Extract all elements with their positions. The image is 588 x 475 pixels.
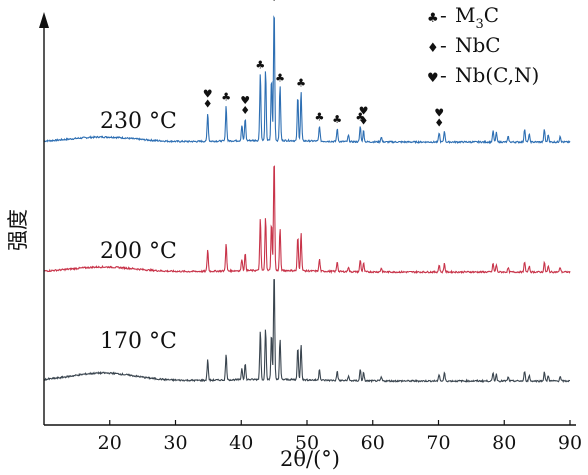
phase-marker: ♣ — [355, 110, 365, 123]
series-label: 230 °C — [100, 109, 177, 134]
y-axis-arrow — [39, 12, 49, 28]
legend-separator: - — [440, 63, 447, 87]
phase-marker: ♦ — [240, 104, 250, 117]
phase-marker: ♦ — [434, 117, 444, 130]
legend-label: NbC — [455, 33, 501, 57]
axes — [39, 12, 576, 426]
phase-marker: ♣ — [221, 91, 231, 104]
x-tick-label: 40 — [229, 432, 253, 454]
phase-marker: ♣ — [315, 110, 325, 123]
x-tick-label: 20 — [98, 432, 122, 454]
legend-label-tail: C — [484, 3, 499, 27]
series-line — [43, 15, 571, 145]
phase-marker: ♣ — [275, 71, 285, 84]
phase-marker: ♣ — [269, 0, 279, 4]
phase-marker-layer: ♦♥♣♦♥♣♣♣♣♣♣♣♦♥♦♥ — [203, 0, 444, 130]
phase-marker: ♥ — [359, 105, 369, 118]
x-tick-label: 80 — [492, 432, 516, 454]
phase-marker: ♥ — [203, 87, 213, 100]
legend-separator: - — [440, 3, 447, 27]
series-label: 170 °C — [100, 329, 177, 354]
series-line — [43, 279, 570, 384]
series-labels: 230 °C 200 °C 170 °C — [100, 109, 177, 354]
legend: ♣ - M3C♦ - NbC♥ - Nb(C,N) — [427, 3, 539, 87]
phase-marker: ♣ — [296, 77, 306, 90]
x-tick-label: 50 — [295, 432, 319, 454]
x-tick-label: 30 — [163, 432, 187, 454]
phase-marker: ♥ — [240, 94, 250, 107]
series-layer — [43, 15, 571, 384]
legend-symbol: ♥ — [427, 71, 439, 86]
legend-symbol: ♦ — [427, 41, 439, 56]
phase-marker: ♥ — [434, 107, 444, 120]
x-ticks: 20 30 40 50 60 70 80 90 — [98, 420, 582, 454]
x-axis-title: 2θ/(°) — [280, 447, 340, 471]
x-tick-label: 90 — [558, 432, 582, 454]
legend-label: M3C — [455, 3, 499, 32]
legend-symbol: ♣ — [427, 11, 439, 26]
phase-marker: ♣ — [332, 113, 342, 126]
legend-label: Nb(C,N) — [455, 63, 539, 87]
series-label: 200 °C — [100, 239, 177, 264]
phase-marker: ♦ — [203, 97, 213, 110]
y-axis-title: 强度 — [6, 209, 30, 251]
series-line — [43, 165, 571, 275]
phase-marker: ♦ — [359, 115, 369, 128]
x-tick-label: 70 — [426, 432, 450, 454]
legend-label-main: M — [455, 3, 475, 27]
x-tick-label: 60 — [361, 432, 385, 454]
phase-marker: ♣ — [255, 58, 265, 71]
legend-separator: - — [440, 33, 447, 57]
legend-label-subscript: 3 — [475, 17, 483, 32]
